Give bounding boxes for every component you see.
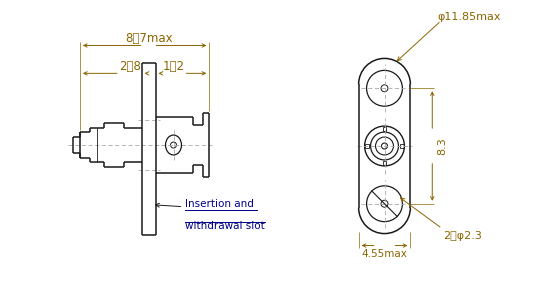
Bar bbox=[400, 144, 404, 148]
Text: 2．8: 2．8 bbox=[119, 60, 141, 73]
Bar bbox=[365, 144, 369, 148]
Bar bbox=[382, 161, 386, 166]
Text: Insertion and: Insertion and bbox=[185, 199, 254, 209]
Text: φ11.85max: φ11.85max bbox=[437, 12, 501, 22]
Bar bbox=[382, 127, 386, 131]
Text: withdrawal slot: withdrawal slot bbox=[185, 221, 265, 231]
Text: 2－φ2.3: 2－φ2.3 bbox=[443, 231, 482, 241]
Text: 4.55max: 4.55max bbox=[362, 249, 408, 260]
Text: 1．2: 1．2 bbox=[162, 60, 184, 73]
Text: 8．7max: 8．7max bbox=[125, 32, 172, 45]
Text: 8.3: 8.3 bbox=[437, 137, 447, 155]
